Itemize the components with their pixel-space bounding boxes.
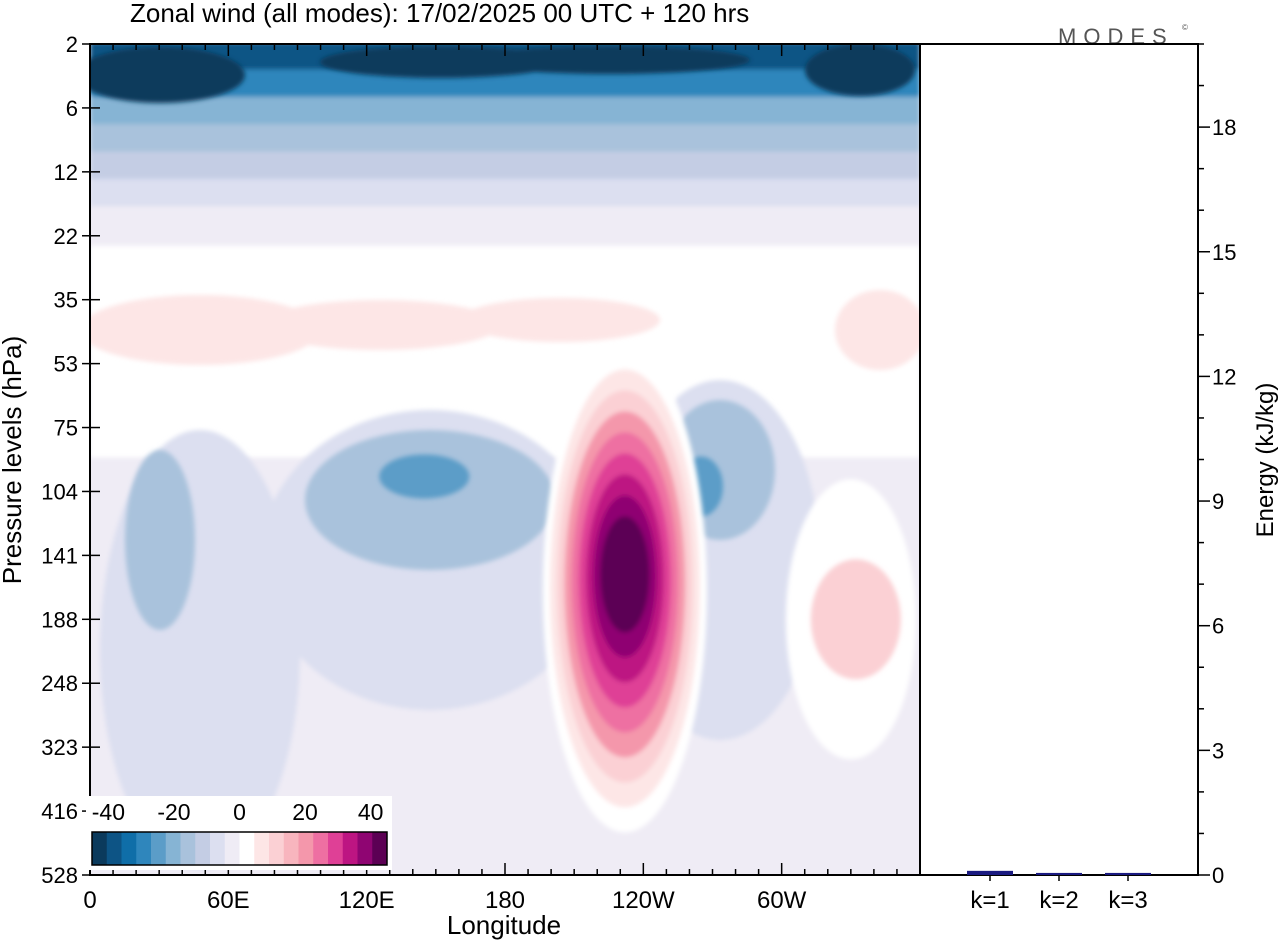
energy-bar [1036, 872, 1082, 875]
y-tick-label: 141 [41, 543, 78, 568]
jet-contour [607, 537, 643, 608]
westerly-region-inner [810, 559, 901, 680]
easterly-core [379, 454, 470, 499]
chart-title: Zonal wind (all modes): 17/02/2025 00 UT… [130, 0, 749, 28]
colorbar: -40 -20 0 20 40 [86, 796, 392, 870]
colorbar-swatch [151, 832, 167, 865]
westerly-cell [90, 295, 320, 365]
y2-tick-label: 3 [1212, 738, 1224, 763]
westerly-cell [260, 300, 500, 350]
x-tick-label: 180 [485, 887, 525, 914]
x-tick-label: 0 [83, 887, 96, 914]
y2-tick-label: 0 [1212, 863, 1224, 888]
westerly-cell [460, 298, 660, 342]
x-tick-label: 120E [339, 887, 395, 914]
x-axis-label: Longitude [447, 910, 561, 940]
brand-logo-mark: © [1182, 23, 1188, 32]
y-tick-label: 35 [54, 288, 78, 313]
colorbar-label: -20 [157, 799, 190, 825]
y-tick-label: 188 [41, 607, 78, 632]
lower-strat-westerly-inner [90, 290, 920, 370]
trop-easterly-mid [125, 400, 775, 630]
y-tick-label: 323 [41, 735, 78, 760]
y-tick-label: 104 [41, 479, 78, 504]
energy-bar [967, 870, 1013, 875]
wind-contour-field [90, 44, 920, 875]
energy-bars: k=1 k=2 k=3 [967, 870, 1151, 914]
y-axis: 2 6 12 22 35 53 75 104 141 188 248 323 416 528 [41, 32, 100, 888]
strat-core-cell [90, 47, 245, 103]
colorbar-swatch [106, 832, 122, 865]
colorbar-swatch [136, 832, 152, 865]
y-tick-label: 53 [54, 352, 78, 377]
jet-contours [542, 348, 707, 833]
colorbar-swatch [342, 832, 358, 865]
colorbar-label: 40 [358, 799, 384, 825]
strat-core [90, 44, 915, 103]
colorbar-swatch [283, 832, 299, 865]
x-tick-label: 60E [207, 887, 250, 914]
energy-bar-label: k=2 [1039, 887, 1078, 914]
y-tick-label: 22 [54, 224, 78, 249]
x-tick-label: 120W [612, 887, 675, 914]
y2-tick-label: 6 [1212, 614, 1224, 639]
colorbar-label: -40 [92, 799, 125, 825]
colorbar-swatch [372, 832, 388, 865]
westerly-region [810, 559, 901, 680]
colorbar-swatch [298, 832, 314, 865]
colorbar-swatch [328, 832, 344, 865]
stratospheric-bands [90, 44, 920, 260]
easterly-region [125, 450, 195, 630]
y-tick-label: 528 [41, 863, 78, 888]
y-axis-label: Pressure levels (hPa) [0, 336, 27, 585]
colorbar-swatch [269, 832, 285, 865]
y-tick-label: 75 [54, 416, 78, 441]
y-tick-label: 12 [54, 160, 78, 185]
colorbar-swatch [165, 832, 181, 865]
y-tick-label: 416 [41, 799, 78, 824]
colorbar-swatch [224, 832, 240, 865]
colorbar-swatch [121, 832, 137, 865]
colorbar-swatch [92, 832, 108, 865]
colorbar-swatch [313, 832, 329, 865]
energy-bar-label: k=3 [1108, 887, 1147, 914]
colorbar-swatch [239, 832, 255, 865]
brand-logo: MODES [1058, 24, 1174, 49]
colorbar-swatch [210, 832, 226, 865]
energy-bar-label: k=1 [970, 887, 1009, 914]
easterly-region [305, 430, 555, 570]
y2-tick-label: 9 [1212, 489, 1224, 514]
colorbar-label: 20 [292, 799, 318, 825]
strat-core-cell [805, 44, 915, 96]
y2-tick-label: 15 [1212, 240, 1236, 265]
colorbar-swatch [254, 832, 270, 865]
colorbar-swatch [195, 832, 211, 865]
x-tick-label: 60W [757, 887, 807, 914]
colorbar-swatch [180, 832, 196, 865]
westerly-cell [835, 290, 920, 370]
y2-axis-label: Energy (kJ/kg) [1252, 383, 1279, 538]
y-tick-label: 2 [66, 32, 78, 57]
energy-bar [1105, 872, 1151, 875]
x-axis: 0 60E 120E 180 120W 60W [83, 44, 921, 914]
y-tick-label: 248 [41, 671, 78, 696]
energy-panel-frame [919, 43, 1199, 876]
y2-axis: 0 3 6 9 12 15 18 [1198, 43, 1236, 888]
strat-core-cell [470, 46, 750, 74]
colorbar-swatch [357, 832, 373, 865]
colorbar-frame [91, 831, 388, 866]
y2-tick-label: 12 [1212, 364, 1236, 389]
colorbar-label: 0 [233, 799, 246, 825]
y-tick-label: 6 [66, 96, 78, 121]
y2-tick-label: 18 [1212, 115, 1236, 140]
